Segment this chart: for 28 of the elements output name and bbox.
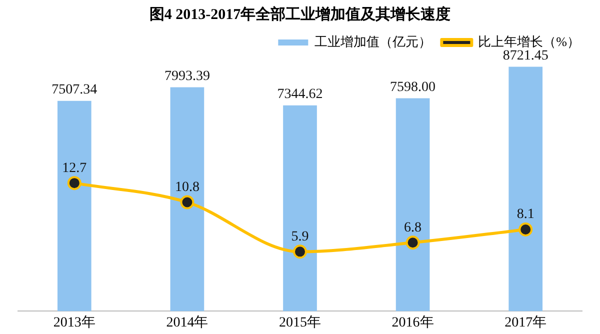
data-label: 7344.62 <box>277 87 323 102</box>
bar <box>170 87 204 312</box>
bar <box>283 105 317 312</box>
x-tick-label: 2017年 <box>504 314 547 330</box>
legend-label: 比上年增长（%） <box>478 34 580 49</box>
bar <box>57 100 92 312</box>
point <box>518 222 533 236</box>
bar <box>396 98 430 312</box>
point <box>406 236 420 250</box>
bar <box>508 66 543 312</box>
data-label: 7598.00 <box>390 80 436 95</box>
legend-label: 工业增加值（亿元） <box>314 34 432 49</box>
point <box>67 176 82 190</box>
data-label: 8.1 <box>516 207 534 222</box>
x-tick-label: 2015年 <box>279 314 321 330</box>
data-label: 12.7 <box>62 160 87 176</box>
data-label: 6.8 <box>404 220 422 236</box>
x-tick-label: 2016年 <box>392 314 434 330</box>
x-tick-label: 2014年 <box>166 314 208 330</box>
point <box>180 195 194 210</box>
chart-title: 图4 2013-2017年全部工业增加值及其增长速度 <box>149 4 451 23</box>
data-label: 7507.34 <box>52 82 98 98</box>
data-label: 8721.45 <box>502 48 548 64</box>
data-label: 7993.39 <box>164 68 210 84</box>
point <box>293 244 307 259</box>
data-label: 10.8 <box>174 180 200 195</box>
x-tick-label: 2013年 <box>53 314 96 330</box>
data-label: 5.9 <box>291 229 309 244</box>
